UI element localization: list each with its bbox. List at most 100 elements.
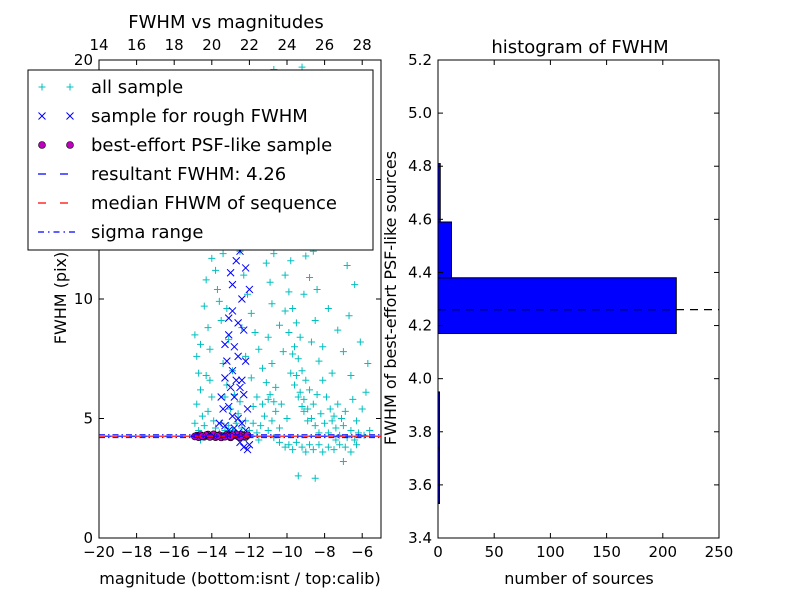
rough-sample-point bbox=[228, 307, 237, 315]
all-sample-point bbox=[193, 400, 201, 408]
legend-x-mark bbox=[66, 112, 74, 120]
all-sample-point bbox=[330, 412, 338, 420]
all-sample-point bbox=[328, 369, 336, 377]
rough-sample-point bbox=[221, 421, 229, 430]
all-sample-point bbox=[292, 438, 300, 446]
rough-sample-point bbox=[228, 412, 237, 420]
all-sample-point bbox=[200, 422, 208, 430]
all-sample-point bbox=[268, 300, 276, 308]
all-sample-point bbox=[292, 371, 300, 379]
legend-entry-rough: sample for rough FWHM bbox=[38, 106, 308, 127]
all-sample-point bbox=[319, 448, 327, 456]
all-sample-point bbox=[315, 441, 323, 449]
all-sample-point bbox=[238, 424, 246, 432]
all-sample-point bbox=[212, 266, 220, 274]
scatter-top-tick-label: 28 bbox=[353, 36, 372, 54]
all-sample-point bbox=[208, 393, 216, 401]
all-sample-point bbox=[264, 395, 272, 403]
all-sample-point bbox=[217, 317, 225, 325]
all-sample-point bbox=[343, 262, 351, 270]
histogram-y-ticks: 3.4 3.6 3.8 4.0 4.2 4.4 4.6 4.8 5.0 5.2 bbox=[408, 51, 719, 547]
all-sample-point bbox=[311, 474, 319, 482]
all-sample-point bbox=[193, 352, 201, 360]
all-sample-point bbox=[334, 400, 342, 408]
all-sample-point bbox=[208, 254, 216, 262]
scatter-x-tick-label: −14 bbox=[196, 543, 228, 561]
rough-sample-point bbox=[224, 314, 233, 322]
histogram-y-tick-label: 4.8 bbox=[408, 157, 432, 175]
rough-sample-point bbox=[221, 340, 229, 349]
histogram-bar bbox=[437, 221, 452, 279]
all-sample-point bbox=[328, 417, 336, 425]
all-sample-point bbox=[294, 472, 302, 480]
histogram-x-label: number of sources bbox=[504, 569, 654, 588]
rough-sample-point bbox=[238, 376, 246, 385]
scatter-y-tick-label: 20 bbox=[74, 51, 93, 69]
all-sample-point bbox=[339, 422, 347, 430]
rough-sample-point bbox=[243, 405, 252, 413]
rough-sample-point bbox=[228, 280, 237, 289]
all-sample-point bbox=[332, 436, 340, 444]
all-sample-point bbox=[307, 338, 315, 346]
all-sample-point bbox=[324, 429, 332, 437]
scatter-x-tick-label: −20 bbox=[83, 543, 115, 561]
all-sample-point bbox=[298, 367, 306, 375]
all-sample-point bbox=[259, 400, 267, 408]
histogram-y-tick-label: 5.2 bbox=[408, 51, 432, 69]
scatter-x-tick-label: −16 bbox=[158, 543, 190, 561]
all-sample-point bbox=[287, 369, 295, 377]
histogram-y-label: FWHM of best-effort PSF-like sources bbox=[381, 151, 400, 445]
scatter-title: FWHM vs magnitudes bbox=[128, 12, 323, 33]
scatter-x-label: magnitude (bottom:isnt / top:calib) bbox=[99, 569, 380, 588]
all-sample-point bbox=[362, 388, 370, 396]
all-sample-point bbox=[272, 407, 280, 415]
legend-x-mark bbox=[38, 112, 46, 120]
all-sample-point bbox=[311, 422, 319, 430]
all-sample-point bbox=[266, 278, 274, 286]
legend-dot-mark bbox=[66, 141, 74, 149]
all-sample-point bbox=[223, 305, 231, 313]
all-sample-point bbox=[204, 324, 212, 332]
all-sample-point bbox=[264, 333, 272, 341]
all-sample-point bbox=[275, 438, 283, 446]
legend-marker-plus bbox=[38, 83, 74, 91]
rough-sample-point bbox=[238, 295, 246, 303]
all-sample-point bbox=[326, 405, 334, 413]
scatter-x-ticks: −20 −18 −16 −14 −12 −10 −8 −6 bbox=[83, 533, 373, 561]
all-sample-point bbox=[309, 400, 317, 408]
all-sample-point bbox=[255, 345, 263, 353]
all-sample-point bbox=[360, 431, 368, 439]
histogram-x-tick-label: 0 bbox=[433, 543, 443, 561]
rough-sample-point bbox=[239, 326, 248, 334]
all-sample-point bbox=[353, 441, 361, 449]
all-sample-point bbox=[338, 415, 346, 422]
all-sample-point bbox=[277, 400, 285, 408]
rough-sample-point bbox=[230, 424, 239, 432]
all-sample-point bbox=[262, 379, 270, 387]
all-sample-point bbox=[247, 309, 255, 317]
rough-sample-point bbox=[243, 445, 252, 454]
histogram-y-tick-label: 5.0 bbox=[408, 104, 432, 122]
histogram-axes-frame bbox=[437, 59, 720, 539]
all-sample-point bbox=[298, 443, 306, 451]
all-sample-point bbox=[240, 271, 248, 279]
all-sample-point bbox=[306, 273, 314, 281]
all-sample-point bbox=[302, 376, 310, 384]
all-sample-point bbox=[202, 276, 210, 284]
all-sample-point bbox=[195, 369, 203, 377]
all-sample-point bbox=[272, 383, 280, 391]
all-sample-point bbox=[215, 297, 223, 305]
all-sample-point bbox=[270, 250, 278, 258]
rough-sample-point bbox=[239, 390, 248, 399]
all-sample-point bbox=[322, 393, 330, 401]
all-sample-point bbox=[296, 388, 304, 396]
all-sample-point bbox=[257, 422, 265, 430]
legend-marker-x bbox=[38, 112, 74, 120]
legend-entry-best: best-effort PSF-like sample bbox=[38, 135, 332, 156]
all-sample-point bbox=[321, 419, 329, 427]
rough-sample-point bbox=[219, 405, 227, 413]
all-sample-point bbox=[285, 441, 293, 449]
legend-label-median: median FHWM of sequence bbox=[91, 193, 337, 214]
rough-sample-point bbox=[238, 419, 246, 428]
scatter-x-tick-label: −10 bbox=[271, 543, 303, 561]
